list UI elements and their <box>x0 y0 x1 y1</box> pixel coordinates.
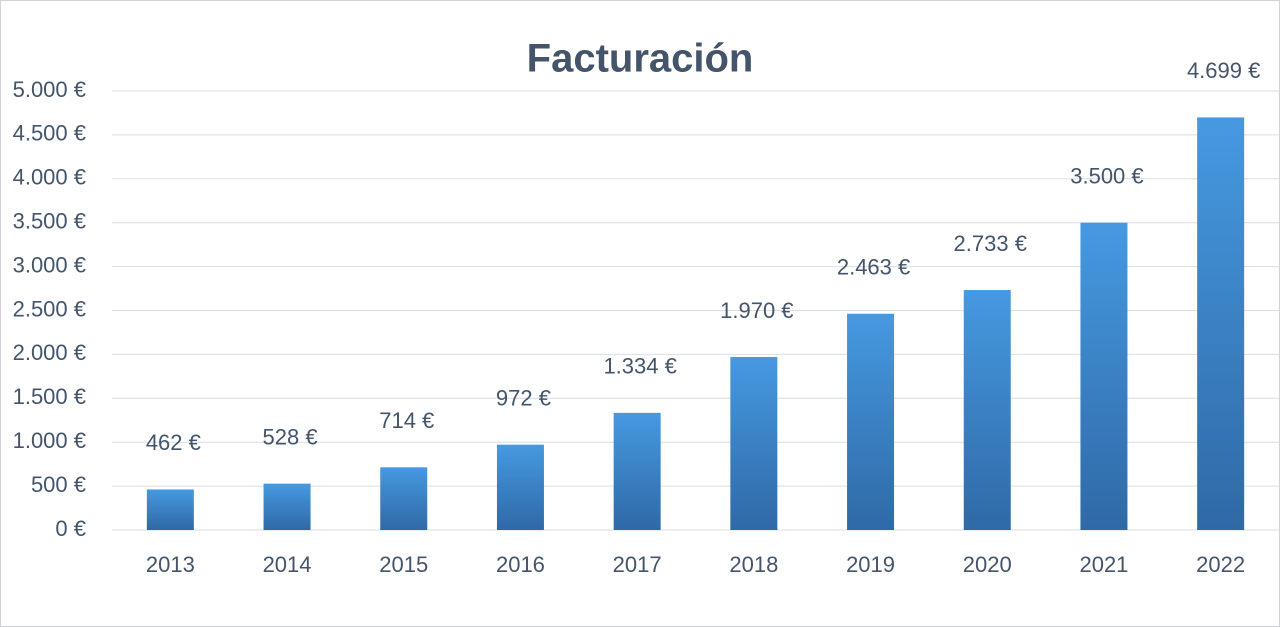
chart-title: Facturación <box>527 37 754 81</box>
value-label: 528 € <box>263 424 318 449</box>
value-label: 462 € <box>146 430 201 455</box>
x-tick-label: 2018 <box>729 552 778 577</box>
y-tick-label: 5.000 € <box>13 77 86 102</box>
x-tick-label: 2014 <box>263 552 312 577</box>
y-tick-label: 0 € <box>55 516 86 541</box>
y-tick-label: 3.000 € <box>13 252 86 277</box>
y-tick-label: 500 € <box>31 472 86 497</box>
x-tick-label: 2020 <box>963 552 1012 577</box>
bar <box>847 313 895 530</box>
bar <box>146 489 194 530</box>
y-tick-label: 4.000 € <box>13 165 86 190</box>
bar <box>496 444 544 530</box>
y-tick-label: 4.500 € <box>13 121 86 146</box>
x-tick-label: 2021 <box>1079 552 1128 577</box>
x-tick-label: 2016 <box>496 552 545 577</box>
value-label: 4.699 € <box>1187 58 1260 83</box>
value-label: 2.733 € <box>954 231 1027 256</box>
bar <box>730 357 778 530</box>
value-label: 3.500 € <box>1070 164 1143 189</box>
x-tick-label: 2019 <box>846 552 895 577</box>
bar <box>963 290 1011 530</box>
bar <box>1197 117 1245 531</box>
bar <box>613 412 661 530</box>
y-tick-label: 1.000 € <box>13 428 86 453</box>
y-tick-label: 1.500 € <box>13 384 86 409</box>
x-tick-label: 2015 <box>379 552 428 577</box>
x-tick-label: 2022 <box>1196 552 1245 577</box>
value-label: 1.334 € <box>603 354 676 379</box>
bar <box>263 483 311 530</box>
y-tick-label: 2.000 € <box>13 340 86 365</box>
value-label: 972 € <box>496 385 551 410</box>
value-label: 2.463 € <box>837 255 910 280</box>
x-tick-label: 2013 <box>146 552 195 577</box>
x-tick-label: 2017 <box>613 552 662 577</box>
y-tick-label: 2.500 € <box>13 296 86 321</box>
y-tick-label: 3.500 € <box>13 209 86 234</box>
bar <box>1080 222 1128 530</box>
value-label: 1.970 € <box>720 298 793 323</box>
bar <box>380 467 428 530</box>
value-label: 714 € <box>379 408 434 433</box>
